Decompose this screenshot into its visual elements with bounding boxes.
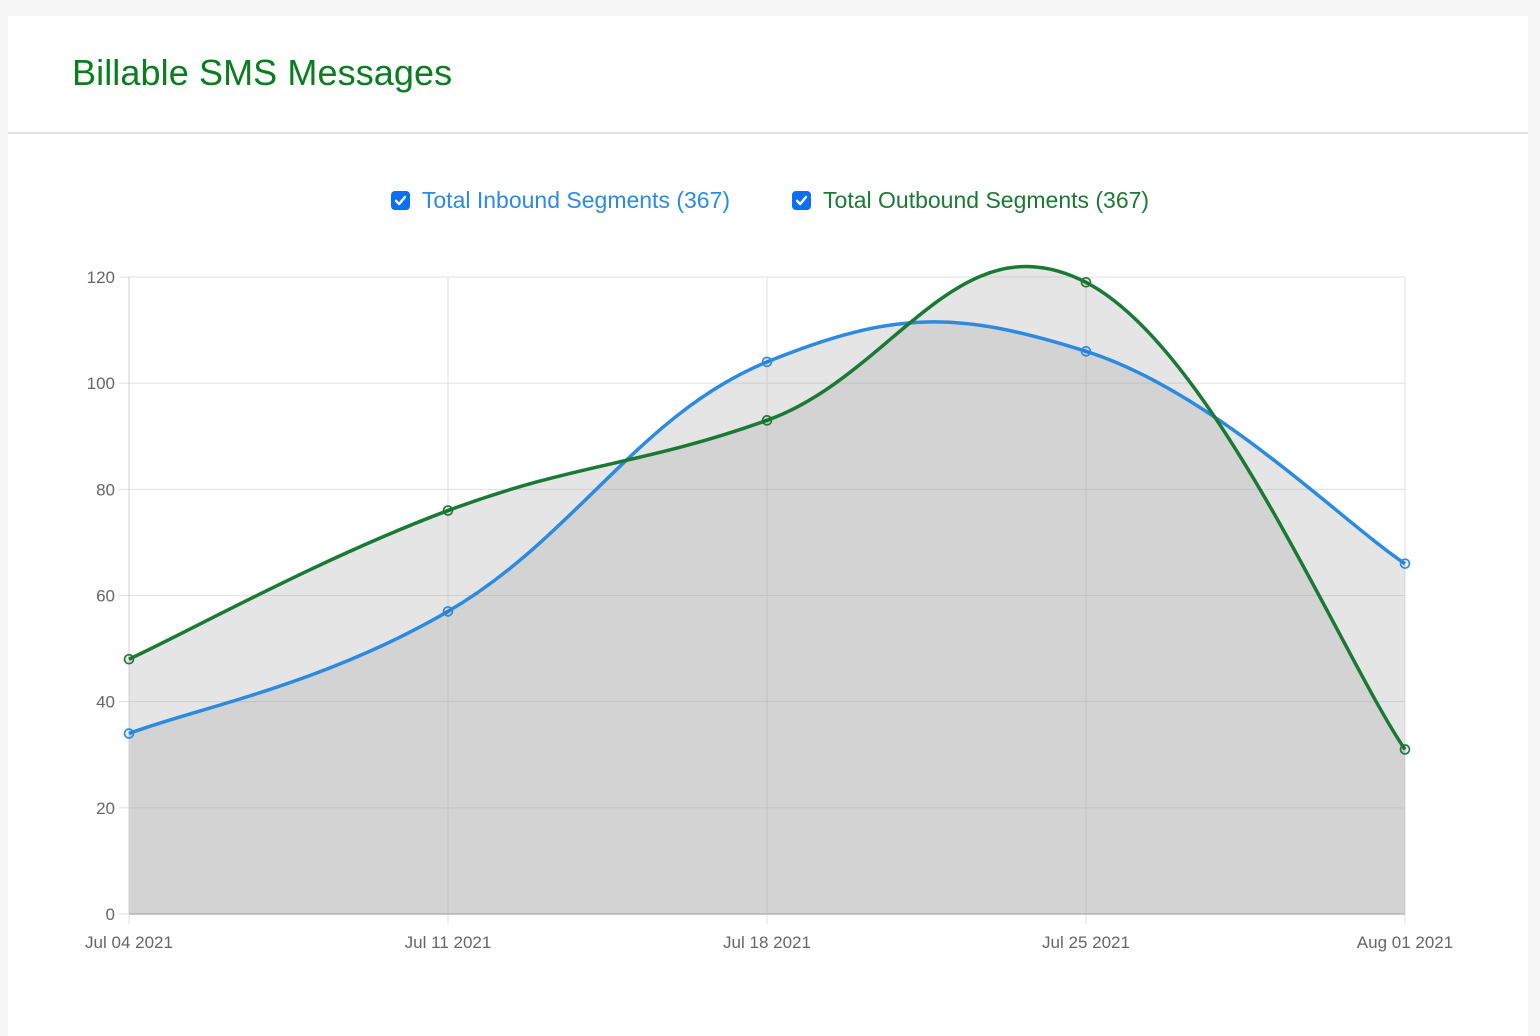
area-fill-inbound <box>129 321 1405 914</box>
legend-item-outbound[interactable]: Total Outbound Segments (367) <box>792 187 1149 214</box>
data-point-outbound <box>1080 277 1092 288</box>
area-fill-outbound <box>129 266 1405 914</box>
legend-item-inbound[interactable]: Total Inbound Segments (367) <box>390 187 731 214</box>
checkbox-outbound[interactable] <box>792 191 812 210</box>
x-tick-label: Jul 04 2021 <box>85 933 173 952</box>
chart-legend: Total Inbound Segments (367) Total Outbo… <box>0 187 1540 214</box>
x-tick-label: Jul 18 2021 <box>723 933 811 952</box>
card-header: Billable SMS Messages <box>8 16 1528 134</box>
y-tick-label: 120 <box>87 268 115 287</box>
checkmark-icon <box>394 195 407 206</box>
y-tick-label: 100 <box>87 374 115 393</box>
checkbox-inbound[interactable] <box>390 191 410 210</box>
chart-area-fills <box>129 266 1405 914</box>
data-point-outbound <box>442 505 454 516</box>
legend-label-outbound: Total Outbound Segments (367) <box>823 187 1150 213</box>
chart-lines <box>128 264 1407 751</box>
chart-axes: 0 20 40 60 80 100 120 Jul 04 2021 Jul 11 2021 Jul… <box>85 268 1453 952</box>
legend-label-inbound: Total Inbound Segments (367) <box>421 187 731 213</box>
data-point-inbound <box>1080 346 1092 357</box>
data-point-inbound <box>1399 558 1411 569</box>
y-tick-label: 60 <box>96 587 115 606</box>
series-line-inbound <box>128 320 1406 736</box>
data-point-outbound <box>1399 744 1411 755</box>
chart-card: Billable SMS Messages <box>8 16 1528 1036</box>
x-tick-label: Aug 01 2021 <box>1357 933 1453 952</box>
data-point-outbound <box>761 415 773 426</box>
data-point-inbound <box>761 356 773 368</box>
data-point-outbound <box>123 653 135 665</box>
card-title: Billable SMS Messages <box>72 52 453 93</box>
series-line-outbound <box>128 264 1407 751</box>
y-tick-label: 80 <box>96 480 115 499</box>
data-point-inbound <box>123 728 135 739</box>
checkmark-icon <box>795 195 808 206</box>
y-tick-label: 40 <box>96 693 115 712</box>
y-tick-label: 0 <box>106 905 115 924</box>
y-tick-label: 20 <box>96 799 115 818</box>
data-point-inbound <box>442 606 454 617</box>
x-tick-label: Jul 25 2021 <box>1042 933 1130 952</box>
chart-points <box>123 277 1411 755</box>
x-tick-label: Jul 11 2021 <box>405 933 492 952</box>
